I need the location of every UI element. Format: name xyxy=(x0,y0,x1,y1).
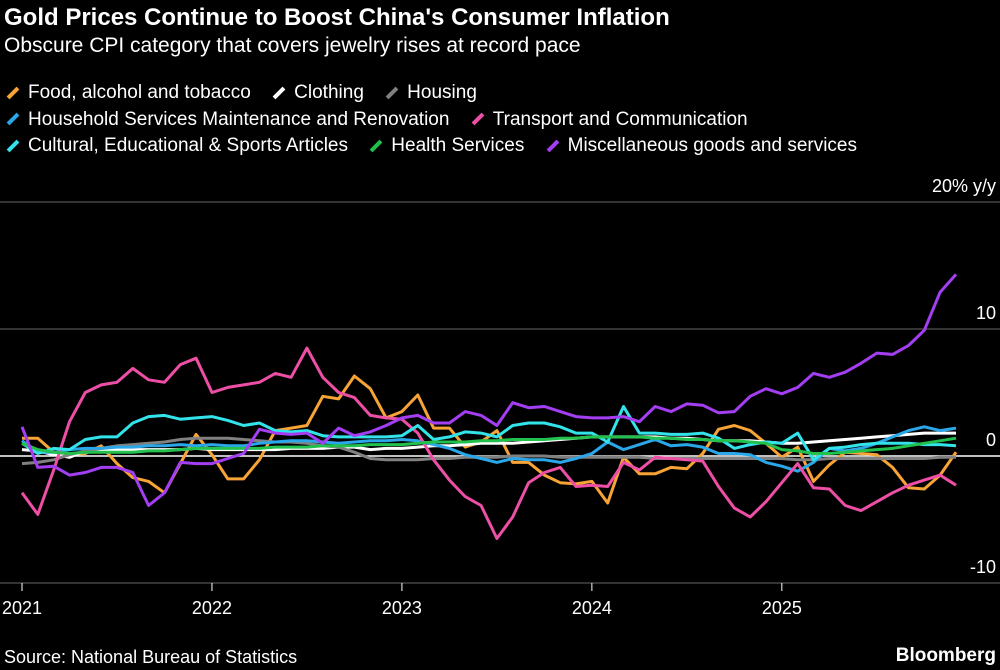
legend-label: Household Services Maintenance and Renov… xyxy=(28,108,450,130)
legend-label: Food, alcohol and tobacco xyxy=(28,82,251,103)
series-line-2 xyxy=(21,436,956,466)
legend-item-housing: Housing xyxy=(383,82,477,104)
legend-item-household-services: Household Services Maintenance and Renov… xyxy=(4,109,449,131)
legend-swatch xyxy=(471,113,485,126)
legend-label: Clothing xyxy=(294,82,364,103)
legend-item-misc: Miscellaneous goods and services xyxy=(544,135,857,157)
legend-label: Health Services xyxy=(391,135,525,156)
legend-item-clothing: Clothing xyxy=(270,82,364,104)
x-tick-label: 2025 xyxy=(762,598,802,618)
x-tick-label: 2021 xyxy=(2,598,42,618)
legend-label: Transport and Communication xyxy=(492,108,748,130)
legend-item-health: Health Services xyxy=(367,135,524,157)
legend-swatch xyxy=(272,86,286,100)
legend-item-transport: Transport and Communication xyxy=(469,109,748,131)
legend-swatch xyxy=(546,139,559,153)
y-tick-label: 10 xyxy=(976,303,996,323)
legend-label: Cultural, Educational & Sports Articles xyxy=(28,135,348,156)
legend-swatch xyxy=(369,139,383,153)
legend: Food, alcohol and tobacco Clothing Housi… xyxy=(4,82,857,162)
series-line-5 xyxy=(21,405,957,462)
x-tick-label: 2024 xyxy=(572,598,612,618)
bloomberg-logo: Bloomberg xyxy=(895,645,996,666)
y-tick-label: 20% y/y xyxy=(932,176,996,196)
y-tick-label: 0 xyxy=(986,430,996,450)
legend-item-cultural: Cultural, Educational & Sports Articles xyxy=(4,135,348,157)
x-tick-label: 2022 xyxy=(192,598,232,618)
legend-swatch xyxy=(6,113,20,126)
series-line-4 xyxy=(20,346,957,540)
source-note: Source: National Bureau of Statistics xyxy=(4,647,298,667)
chart-title: Gold Prices Continue to Boost China's Co… xyxy=(4,4,670,31)
x-tick-label: 2023 xyxy=(382,598,422,618)
legend-item-food: Food, alcohol and tobacco xyxy=(4,82,251,104)
legend-swatch xyxy=(6,139,20,153)
y-tick-label: -10 xyxy=(970,557,996,577)
legend-label: Miscellaneous goods and services xyxy=(567,135,858,156)
series-line-7 xyxy=(20,273,958,507)
chart-subtitle: Obscure CPI category that covers jewelry… xyxy=(4,34,581,57)
legend-label: Housing xyxy=(407,82,477,103)
legend-swatch xyxy=(6,86,20,100)
series-line-6 xyxy=(21,435,957,455)
legend-swatch xyxy=(385,86,399,100)
